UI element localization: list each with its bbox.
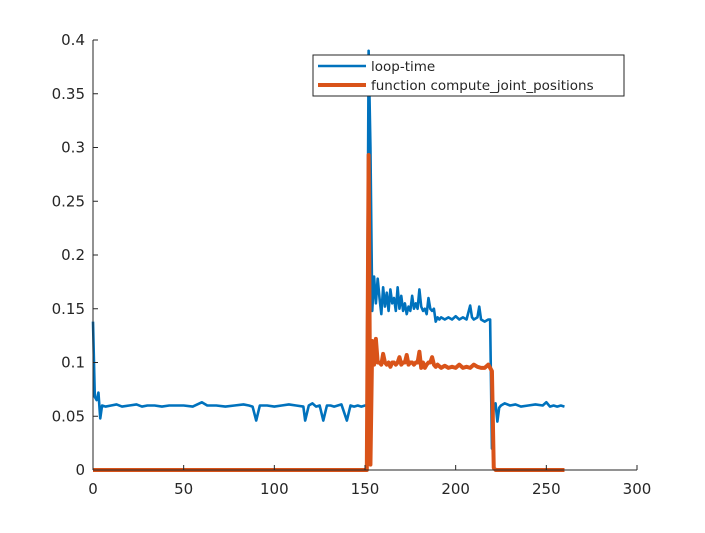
x-tick-label: 150 [351,480,380,498]
x-tick-label: 50 [174,480,193,498]
y-tick-label: 0.05 [52,407,85,425]
series-line-loop-time [91,49,565,450]
series-line-compute-joint-positions [93,153,565,472]
x-tick-label: 100 [260,480,289,498]
y-tick-label: 0.4 [61,31,85,49]
legend-label: loop-time [371,59,435,75]
y-tick-label: 0.2 [61,246,85,264]
plot-lines [91,49,565,472]
x-tick-label: 200 [441,480,470,498]
x-tick-label: 250 [532,480,561,498]
y-tick-label: 0.1 [61,354,85,372]
y-tick-label: 0.35 [52,85,85,103]
y-tick-label: 0 [75,461,85,479]
y-tick-label: 0.15 [52,300,85,318]
legend: loop-time function compute_joint_position… [312,54,625,97]
x-tick-label: 300 [623,480,652,498]
x-tick-label: 0 [88,480,98,498]
legend-box [312,54,625,97]
legend-label: function compute_joint_positions [371,78,594,94]
y-tick-label: 0.3 [61,139,85,157]
y-tick-label: 0.25 [52,192,85,210]
axes: 0 50 100 150 200 250 300 0 0.05 0.1 0.15 0.2 0.25 0.3… [52,31,652,498]
